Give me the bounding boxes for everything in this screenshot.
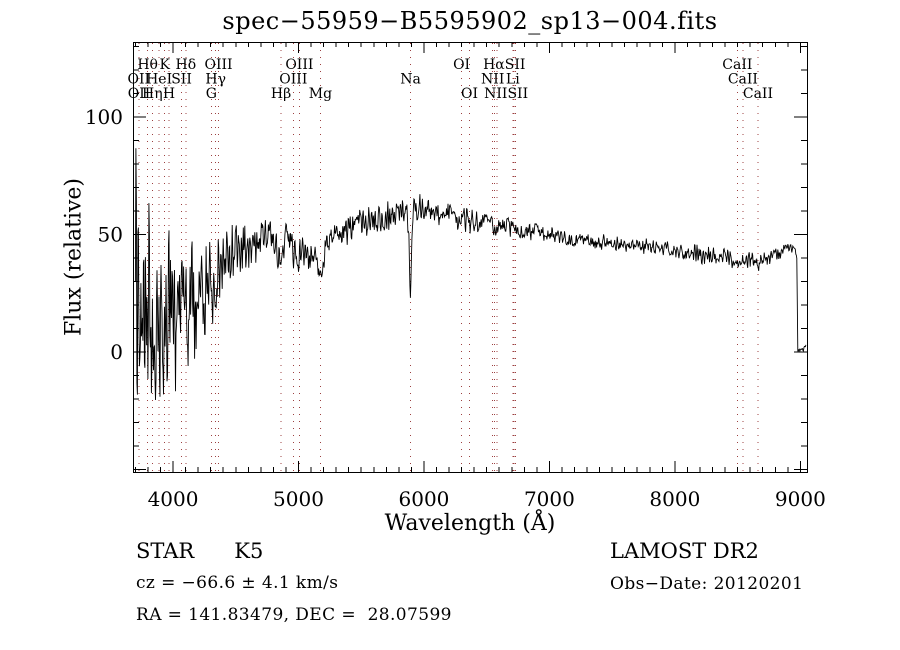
- spectral-line-label: OIII: [285, 57, 313, 73]
- radial-velocity-label: cz = −66.6 ± 4.1 km/s: [136, 573, 339, 593]
- plot-frame: [133, 42, 808, 473]
- spectral-line-label: Li: [506, 72, 520, 88]
- spectral-line-label: CaII: [722, 57, 752, 73]
- y-tick-label: 50: [98, 223, 123, 247]
- spectral-line-label: OIII: [279, 72, 307, 88]
- spectral-line-label: Hδ: [176, 57, 197, 73]
- spectral-line-label: G: [206, 86, 217, 102]
- spectral-line-label: CaII: [728, 72, 758, 88]
- spectral-line-label: Hβ: [271, 86, 291, 102]
- spectral-line-label: OII: [127, 72, 150, 88]
- y-tick-label: 0: [110, 340, 123, 364]
- x-tick-label: 6000: [399, 487, 450, 511]
- spectral-line-label: NIISII: [484, 86, 528, 102]
- spectral-line-label: Hθ: [137, 57, 158, 73]
- x-tick-label: 4000: [148, 487, 199, 511]
- spectral-line-label: Mg: [309, 86, 332, 102]
- obs-date-label: Obs−Date: 20120201: [610, 574, 804, 594]
- survey-label: LAMOST DR2: [610, 539, 759, 563]
- y-axis-title: Flux (relative): [61, 177, 87, 337]
- object-class-label: STAR K5: [136, 539, 264, 563]
- spectral-line-label: Hη: [142, 86, 163, 102]
- spectral-line-label: OII: [128, 86, 151, 102]
- spectral-line-label: SII: [171, 72, 192, 88]
- spectral-line-label: Hγ: [205, 72, 226, 88]
- spectral-line-label: OIII: [205, 57, 233, 73]
- x-tick-label: 7000: [524, 487, 575, 511]
- x-tick-label: 9000: [775, 487, 826, 511]
- spectral-line-label: OI: [453, 57, 470, 73]
- spectral-line-label: NII: [481, 72, 504, 88]
- spectral-line-label: H: [163, 86, 175, 102]
- spectral-line-label: CaII: [743, 86, 773, 102]
- y-tick-label: 100: [85, 105, 123, 129]
- spectral-line-label: HeI: [146, 72, 172, 88]
- spectral-line-label: K: [160, 57, 171, 73]
- spectral-line-label: Na: [400, 72, 421, 88]
- coordinates-label: RA = 141.83479, DEC = 28.07599: [136, 605, 452, 625]
- spectrum-trace: [134, 148, 807, 401]
- figure-title: spec−55959−B5595902_sp13−004.fits: [222, 7, 718, 35]
- x-tick-label: 5000: [273, 487, 324, 511]
- x-tick-label: 8000: [649, 487, 700, 511]
- spectral-line-label: HαSII: [483, 57, 525, 73]
- x-axis-title: Wavelength (Å): [384, 511, 556, 536]
- spectral-line-label: OI: [461, 86, 478, 102]
